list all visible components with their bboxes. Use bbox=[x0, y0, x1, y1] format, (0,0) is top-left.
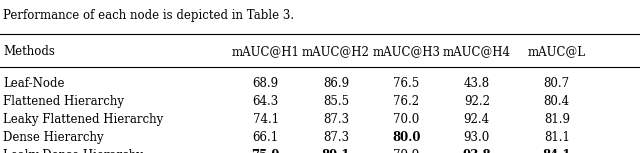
Text: mAUC@H4: mAUC@H4 bbox=[443, 45, 511, 58]
Text: mAUC@H1: mAUC@H1 bbox=[232, 45, 300, 58]
Text: Leaf-Node: Leaf-Node bbox=[3, 77, 65, 90]
Text: 92.4: 92.4 bbox=[464, 113, 490, 126]
Text: 66.1: 66.1 bbox=[253, 131, 278, 144]
Text: 64.3: 64.3 bbox=[252, 95, 279, 108]
Text: Dense Hierarchy: Dense Hierarchy bbox=[3, 131, 104, 144]
Text: 80.4: 80.4 bbox=[544, 95, 570, 108]
Text: 87.3: 87.3 bbox=[323, 131, 349, 144]
Text: 68.9: 68.9 bbox=[253, 77, 278, 90]
Text: 85.5: 85.5 bbox=[323, 95, 349, 108]
Text: Flattened Hierarchy: Flattened Hierarchy bbox=[3, 95, 124, 108]
Text: 84.1: 84.1 bbox=[543, 149, 571, 153]
Text: 92.2: 92.2 bbox=[464, 95, 490, 108]
Text: 79.9: 79.9 bbox=[393, 149, 420, 153]
Text: mAUC@H2: mAUC@H2 bbox=[302, 45, 370, 58]
Text: 43.8: 43.8 bbox=[464, 77, 490, 90]
Text: 70.0: 70.0 bbox=[393, 113, 420, 126]
Text: mAUC@H3: mAUC@H3 bbox=[372, 45, 440, 58]
Text: Leaky Dense Hierarchy: Leaky Dense Hierarchy bbox=[3, 149, 143, 153]
Text: 87.3: 87.3 bbox=[323, 113, 349, 126]
Text: Leaky Flattened Hierarchy: Leaky Flattened Hierarchy bbox=[3, 113, 163, 126]
Text: 76.2: 76.2 bbox=[394, 95, 419, 108]
Text: 93.8: 93.8 bbox=[463, 149, 491, 153]
Text: 81.9: 81.9 bbox=[544, 113, 570, 126]
Text: 86.9: 86.9 bbox=[323, 77, 349, 90]
Text: 76.5: 76.5 bbox=[393, 77, 420, 90]
Text: 75.9: 75.9 bbox=[252, 149, 280, 153]
Text: 80.0: 80.0 bbox=[392, 131, 420, 144]
Text: 74.1: 74.1 bbox=[253, 113, 278, 126]
Text: 89.1: 89.1 bbox=[322, 149, 350, 153]
Text: 81.1: 81.1 bbox=[544, 131, 570, 144]
Text: mAUC@L: mAUC@L bbox=[528, 45, 586, 58]
Text: 93.0: 93.0 bbox=[463, 131, 490, 144]
Text: Methods: Methods bbox=[3, 45, 55, 58]
Text: Performance of each node is depicted in Table 3.: Performance of each node is depicted in … bbox=[3, 9, 294, 22]
Text: 80.7: 80.7 bbox=[544, 77, 570, 90]
